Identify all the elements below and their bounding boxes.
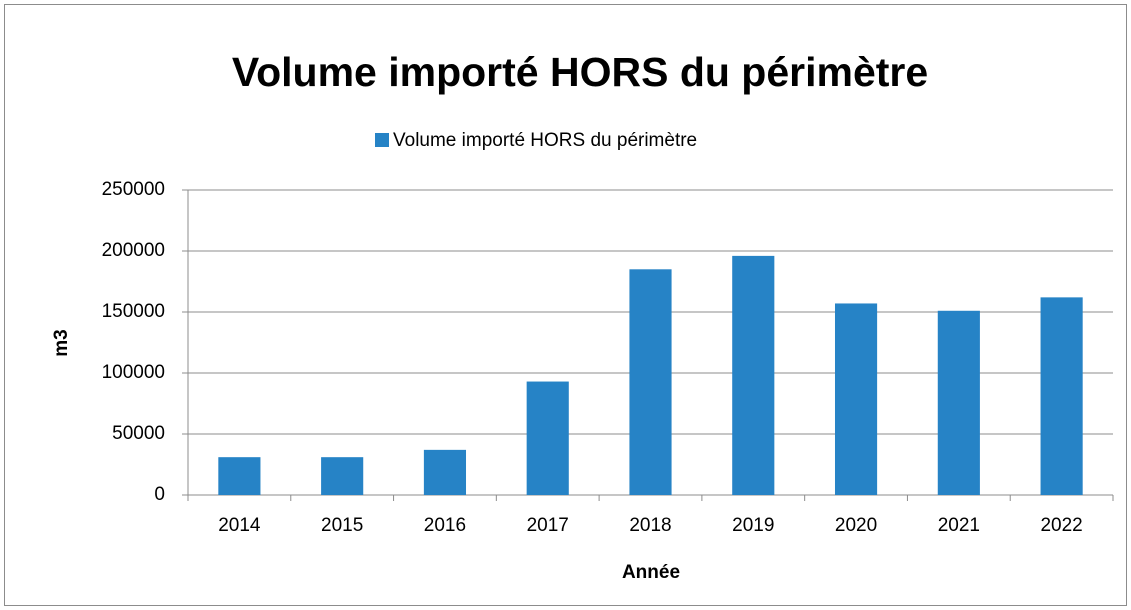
x-axis-label: Année (622, 562, 680, 583)
bar (423, 449, 467, 495)
y-axis-label: m3 (51, 329, 72, 356)
x-tick-label: 2019 (732, 515, 774, 536)
bar (321, 457, 364, 495)
x-tick-label: 2014 (218, 515, 261, 536)
legend-label: Volume importé HORS du périmètre (393, 130, 697, 151)
y-tick-label: 200000 (102, 240, 165, 261)
bar (218, 457, 261, 495)
x-tick-label: 2020 (835, 515, 877, 536)
bar (834, 303, 878, 495)
y-tick-label: 250000 (102, 179, 165, 200)
y-tick-label: 50000 (112, 423, 165, 444)
legend-swatch (375, 133, 389, 147)
x-tick-label: 2022 (1040, 515, 1082, 536)
bar (937, 310, 980, 495)
chart-frame (4, 4, 1127, 606)
x-tick-label: 2018 (629, 515, 671, 536)
y-tick-label: 150000 (102, 301, 165, 322)
y-tick-label: 100000 (102, 362, 165, 383)
x-tick-label: 2015 (321, 515, 363, 536)
x-tick-label: 2021 (938, 515, 980, 536)
bar (1040, 297, 1083, 495)
bar (732, 255, 775, 495)
bar (526, 381, 569, 495)
x-tick-label: 2017 (527, 515, 569, 536)
y-tick-label: 0 (154, 484, 165, 505)
chart-title: Volume importé HORS du périmètre (232, 49, 928, 95)
x-tick-label: 2016 (424, 515, 466, 536)
bar (629, 269, 672, 495)
